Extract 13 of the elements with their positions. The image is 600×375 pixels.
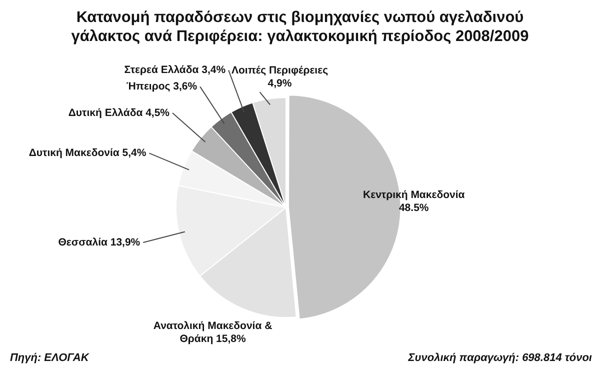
text: Πηγή: ΕΛΟΓΑΚ (10, 352, 89, 364)
slice-label: Κεντρική Μακεδονία (362, 188, 466, 201)
data-label: 4,9% (268, 77, 292, 90)
slice-label: Ανατολική Μακεδονία & Θράκη 15,8% (153, 320, 273, 346)
text: Συνολική παραγωγή: 698.814 τόνοι (408, 352, 592, 364)
data-label: 48.5% (398, 202, 430, 214)
slice-label: Λοιπές Περιφέρειες (231, 64, 329, 76)
chart-title: Κατανομή παραδόσεων στις βιομηχανίες νωπού αγελαδινού γάλακτος ανά Περιφέρεια: γαλακτοκομική περίοδος 2008/2009 (70, 8, 530, 46)
slice-label: Θεσσαλία 13,9% (58, 236, 141, 248)
slice-label: Ήπειρος 3,6% (126, 80, 198, 93)
slice-label: Δυτική Ελλάδα 4,5% (68, 106, 170, 119)
slice-label: Στερεά Ελλάδα 3,4% (124, 64, 226, 76)
slice-label: Δυτική Μακεδονία 5,4% (28, 147, 147, 160)
